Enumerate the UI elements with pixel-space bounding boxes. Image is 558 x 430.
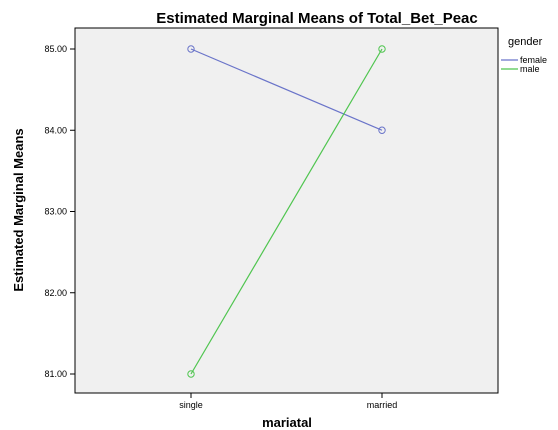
y-axis-ticks: 81.00 82.00 83.00 84.00 85.00	[44, 44, 75, 379]
y-tick-label: 83.00	[44, 207, 67, 217]
data-point-female	[187, 45, 195, 53]
data-point-female	[378, 126, 386, 134]
x-tick-label: single	[179, 400, 203, 410]
y-tick-label: 81.00	[44, 369, 67, 379]
y-tick-label: 84.00	[44, 125, 67, 135]
series-line-female	[190, 48, 383, 131]
series-points	[187, 45, 386, 378]
legend-label-male: male	[520, 64, 540, 74]
data-point-male	[378, 45, 386, 53]
x-tick-label: married	[367, 400, 398, 410]
series-line-male	[190, 48, 383, 375]
x-axis-label: mariatal	[262, 415, 312, 430]
y-tick-label: 82.00	[44, 288, 67, 298]
data-point-male	[187, 370, 195, 378]
series-lines	[190, 48, 383, 375]
chart-title: Estimated Marginal Means of Total_Bet_Pe…	[156, 10, 477, 27]
legend-title: gender	[508, 36, 543, 48]
x-axis-ticks: single married	[179, 393, 397, 410]
y-tick-label: 85.00	[44, 44, 67, 54]
y-axis-label: Estimated Marginal Means	[11, 128, 26, 291]
legend-label-female: female	[520, 55, 547, 65]
